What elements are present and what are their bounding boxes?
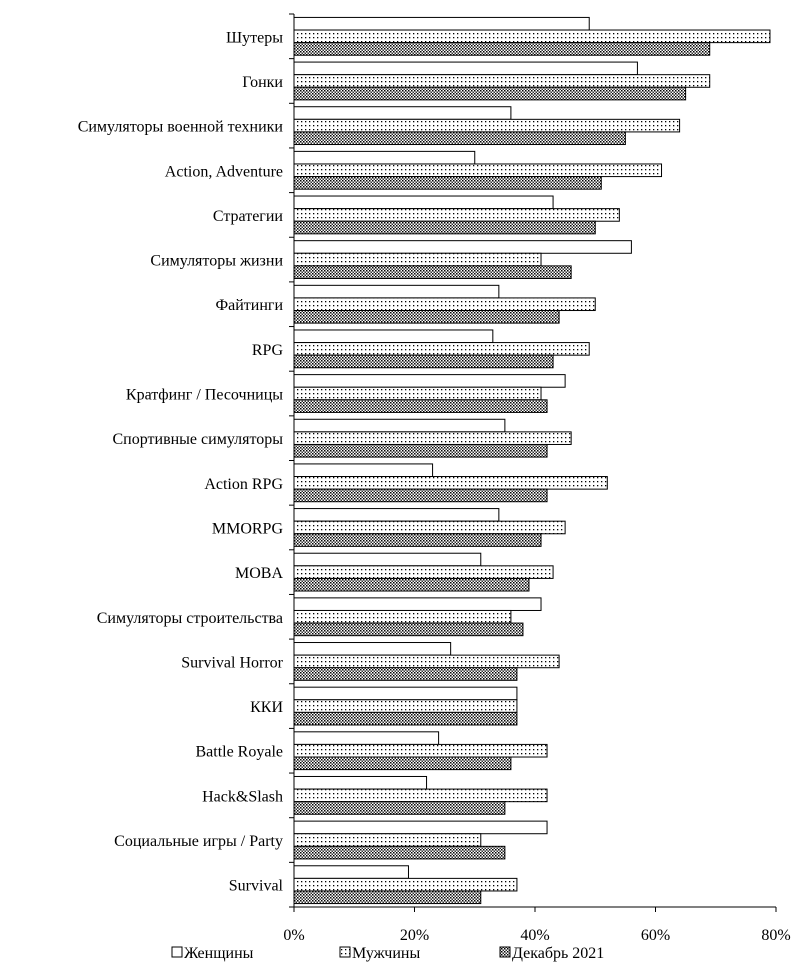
category-label: Симуляторы строительства xyxy=(97,610,283,627)
category-labels: Шутеры Гонки Симуляторы военной техники Act… xyxy=(78,29,284,894)
bar-white xyxy=(293,686,518,701)
legend-label: Мужчины xyxy=(352,945,420,962)
bar-dots xyxy=(293,163,663,178)
bar-white xyxy=(293,240,632,254)
bar-crosshatch xyxy=(293,42,711,56)
bar-crosshatch xyxy=(293,220,596,235)
bar-dots xyxy=(293,74,711,88)
bar-dots xyxy=(293,29,771,44)
axes-layer: 0% 20% 40% 60% 80% xyxy=(283,13,791,944)
category-label: Action, Adventure xyxy=(165,163,283,180)
legend-swatch-dots xyxy=(339,946,351,958)
bar-dots xyxy=(293,788,548,803)
bar-crosshatch xyxy=(293,890,482,905)
bar-white xyxy=(293,597,542,611)
bar-dots xyxy=(293,476,608,490)
bar-dots xyxy=(293,431,572,445)
bar-dots xyxy=(293,520,566,535)
category-label: Action RPG xyxy=(204,476,283,493)
bar-dots xyxy=(293,654,560,669)
category-label: Hack&Slash xyxy=(202,788,283,805)
bar-white xyxy=(293,820,548,835)
category-label: Шутеры xyxy=(226,29,283,46)
bar-crosshatch xyxy=(293,86,687,101)
bar-crosshatch xyxy=(293,488,548,503)
category-label: Кратфинг / Песочницы xyxy=(126,387,283,404)
bar-dots xyxy=(293,342,590,356)
bar-white xyxy=(293,61,638,76)
bar-white xyxy=(293,552,482,567)
legend: Женщины Мужчины Декабрь 2021 xyxy=(171,945,604,962)
bar-white xyxy=(293,508,500,522)
bar-white xyxy=(293,150,476,165)
bar-crosshatch xyxy=(293,667,518,681)
x-tick-label: 80% xyxy=(761,927,790,944)
bar-dots xyxy=(293,386,542,401)
category-label: Survival xyxy=(229,878,284,895)
bar-crosshatch xyxy=(293,399,548,413)
bar-crosshatch xyxy=(293,354,554,369)
bar-crosshatch xyxy=(293,622,524,637)
bar-crosshatch xyxy=(293,443,548,458)
bar-dots xyxy=(293,297,596,312)
category-label: MMORPG xyxy=(212,520,284,537)
bar-crosshatch xyxy=(293,711,518,726)
bar-white xyxy=(293,865,409,879)
bar-white xyxy=(293,329,494,344)
bar-white xyxy=(293,106,512,120)
bar-dots xyxy=(293,877,518,892)
bar-dots xyxy=(293,118,681,133)
bar-crosshatch xyxy=(293,533,542,547)
bar-dots xyxy=(293,252,542,267)
bar-white xyxy=(293,775,428,790)
bar-white xyxy=(293,642,452,656)
bar-white xyxy=(293,418,506,433)
category-label: Survival Horror xyxy=(181,654,283,671)
bar-white xyxy=(293,731,440,745)
category-label: Спортивные симуляторы xyxy=(112,431,283,448)
legend-swatch-white xyxy=(171,946,183,958)
x-tick-label: 60% xyxy=(641,927,670,944)
bar-crosshatch xyxy=(293,577,530,592)
category-label: Симуляторы жизни xyxy=(150,253,283,270)
category-label: ККИ xyxy=(250,699,283,716)
bar-crosshatch xyxy=(293,310,560,324)
bar-dots xyxy=(293,208,620,222)
x-tick-label: 20% xyxy=(400,927,429,944)
bar-white xyxy=(293,195,554,210)
bar-crosshatch xyxy=(293,845,506,860)
legend-label: Женщины xyxy=(184,945,254,962)
category-label: Стратегии xyxy=(213,208,284,225)
bar-dots xyxy=(293,699,518,713)
x-tick-label: 0% xyxy=(283,927,304,944)
category-label: Гонки xyxy=(242,74,283,91)
bar-crosshatch xyxy=(293,131,626,146)
bar-white xyxy=(293,463,434,478)
bar-dots xyxy=(293,609,512,624)
bar-dots xyxy=(293,743,548,758)
bar-crosshatch xyxy=(293,801,506,815)
category-label: Файтинги xyxy=(215,297,283,314)
bars-layer xyxy=(293,16,771,905)
bar-dots xyxy=(293,833,482,847)
category-label: RPG xyxy=(252,342,284,359)
bar-white xyxy=(293,374,566,388)
bar-crosshatch xyxy=(293,756,512,771)
bar-crosshatch xyxy=(293,265,572,279)
category-label: MOBA xyxy=(235,565,283,582)
legend-swatch-crosshatch xyxy=(499,946,511,958)
bar-crosshatch xyxy=(293,176,602,190)
x-tick-label: 40% xyxy=(520,927,549,944)
legend-label: Декабрь 2021 xyxy=(512,945,604,962)
category-label: Battle Royale xyxy=(195,744,283,761)
bar-white xyxy=(293,284,500,299)
category-label: Социальные игры / Party xyxy=(114,833,283,850)
bar-dots xyxy=(293,565,554,579)
category-label: Симуляторы военной техники xyxy=(78,119,284,136)
bar-white xyxy=(293,16,590,31)
